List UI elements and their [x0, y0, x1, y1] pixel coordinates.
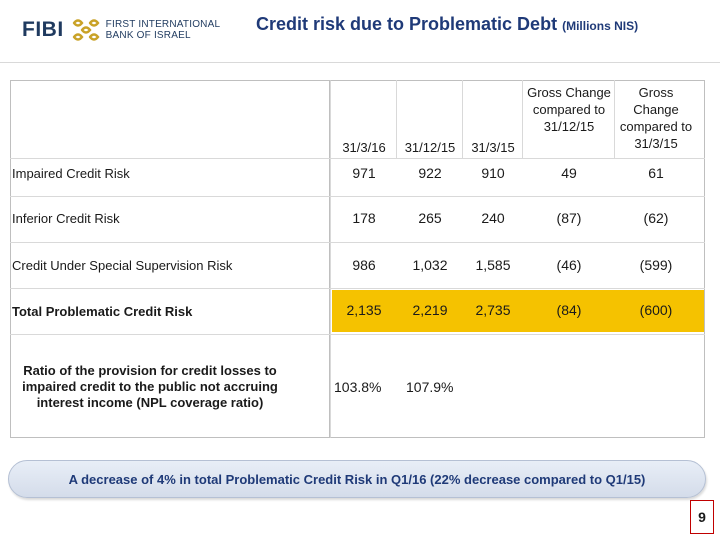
- table-cell: 265: [418, 210, 442, 226]
- column-header: Gross Change compared to 31/12/15: [527, 85, 611, 134]
- summary-text: A decrease of 4% in total Problematic Cr…: [68, 471, 646, 487]
- table-cell: 1,585: [475, 257, 511, 273]
- table-cell: 1,032: [412, 257, 448, 273]
- table-cell: 240: [481, 210, 505, 226]
- table-cell: 61: [648, 165, 664, 181]
- row-label: Impaired Credit Risk: [12, 166, 130, 181]
- table-cell: 2,735: [475, 302, 511, 318]
- row-divider: [10, 334, 705, 335]
- logo-text: FIRST INTERNATIONAL BANK OF ISRAEL: [106, 19, 221, 41]
- ratio-label: Ratio of the provision for credit losses…: [22, 363, 278, 410]
- page-title: Credit risk due to Problematic Debt (Mil…: [256, 14, 638, 35]
- table-cell: 922: [418, 165, 442, 181]
- table-cell: (599): [639, 257, 673, 273]
- logo-line-2: BANK OF ISRAEL: [105, 30, 191, 41]
- header-divider: [614, 80, 615, 158]
- table-cell: 178: [352, 210, 376, 226]
- row-divider: [10, 288, 705, 289]
- row-label: Inferior Credit Risk: [12, 211, 120, 226]
- table-cell: 49: [561, 165, 577, 181]
- title-unit: (Millions NIS): [562, 19, 639, 33]
- title-main: Credit risk due to Problematic Debt: [256, 14, 558, 34]
- row-label: Credit Under Special Supervision Risk: [12, 258, 233, 273]
- summary-banner: A decrease of 4% in total Problematic Cr…: [8, 460, 706, 498]
- row-divider: [10, 242, 705, 243]
- logo-brand: FIBI: [22, 18, 64, 41]
- header-divider: [396, 80, 397, 158]
- table-cell: (62): [643, 210, 669, 226]
- table-cell: (46): [556, 257, 582, 273]
- table-cell: (87): [556, 210, 582, 226]
- fibi-logo-mark-icon: [72, 19, 100, 41]
- table-label-frame: [10, 80, 330, 438]
- table-cell: 2,219: [412, 302, 448, 318]
- table-cell: (600): [639, 302, 673, 318]
- row-divider: [10, 158, 705, 159]
- table-cell: 910: [481, 165, 505, 181]
- header-divider: [522, 80, 523, 158]
- row-divider: [10, 196, 705, 197]
- total-row-highlight: [332, 290, 704, 332]
- column-header: 31/3/15: [471, 140, 515, 155]
- bank-logo: FIBI FIRST INTERNATIONAL BANK OF ISRAEL: [22, 12, 220, 48]
- row-label-total: Total Problematic Credit Risk: [12, 304, 193, 319]
- table-cell: 986: [352, 257, 376, 273]
- logo-line-1: FIRST INTERNATIONAL: [105, 19, 221, 30]
- column-header: 31/12/15: [404, 140, 456, 155]
- table-cell: (84): [556, 302, 582, 318]
- title-divider: [0, 62, 720, 63]
- ratio-value: 103.8%: [334, 379, 382, 395]
- page-number: 9: [690, 500, 714, 534]
- header-divider: [462, 80, 463, 158]
- ratio-value: 107.9%: [406, 379, 454, 395]
- column-header: Gross Change compared to 31/3/15: [619, 85, 693, 151]
- table-values-frame: [330, 80, 705, 438]
- column-header: 31/3/16: [342, 140, 386, 155]
- table-cell: 971: [352, 165, 376, 181]
- table-cell: 2,135: [346, 302, 382, 318]
